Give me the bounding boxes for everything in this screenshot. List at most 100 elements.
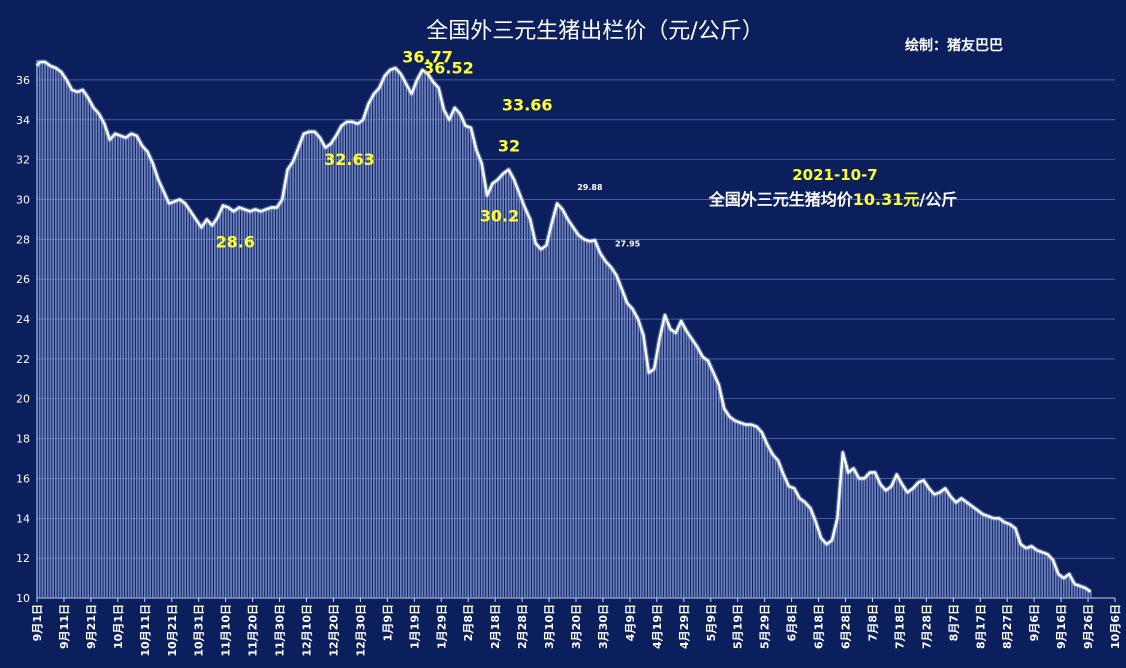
price-bar	[596, 246, 599, 599]
x-tick-label: 3月20日	[570, 604, 583, 649]
price-bar	[125, 137, 127, 598]
price-bar	[302, 133, 305, 598]
price-bar	[44, 61, 46, 598]
price-bar	[281, 199, 284, 598]
chart-title: 全国外三元生猪出栏价（元/公斤）	[426, 19, 763, 44]
price-line-glow	[34, 59, 1093, 594]
price-bar	[251, 210, 254, 598]
price-bar	[771, 454, 774, 598]
price-bar	[189, 211, 192, 598]
price-bar	[992, 518, 995, 598]
data-label: 32	[498, 137, 520, 156]
price-bar	[195, 219, 197, 598]
price-bar	[836, 518, 839, 598]
price-bar	[777, 460, 779, 598]
price-bar	[351, 121, 354, 598]
price-bar	[216, 217, 219, 599]
price-bar	[486, 195, 488, 599]
x-tick-label: 1月29日	[435, 604, 448, 649]
price-bar	[876, 478, 879, 598]
price-bar	[747, 424, 750, 598]
note-value: 10.31元	[853, 190, 920, 209]
price-bar	[375, 90, 378, 598]
price-bar	[456, 110, 459, 599]
price-bar	[712, 372, 715, 598]
price-bar	[561, 209, 564, 598]
price-bar	[1062, 578, 1065, 598]
price-bar	[348, 121, 351, 598]
price-bar	[532, 231, 534, 598]
x-tick-label: 8月27日	[1001, 604, 1014, 649]
x-tick-label: 6月8日	[786, 604, 799, 641]
price-bar	[184, 203, 187, 598]
price-bar	[979, 512, 982, 598]
price-bar	[461, 119, 464, 599]
x-tick-label: 4月19日	[651, 604, 664, 649]
price-bar	[1052, 560, 1054, 598]
price-bar	[1003, 522, 1006, 598]
price-bar	[588, 241, 591, 598]
x-tick-label: 12月10日	[301, 604, 314, 657]
price-bar	[567, 219, 569, 598]
price-bar	[548, 234, 550, 598]
price-bar	[731, 418, 734, 598]
price-bar	[758, 429, 761, 598]
price-bar	[1030, 546, 1033, 598]
price-bar	[998, 518, 1000, 598]
x-tick-label: 10月1日	[112, 604, 125, 649]
price-bar	[744, 424, 747, 598]
price-bar	[1084, 588, 1087, 598]
x-tick-label: 11月30日	[274, 604, 287, 657]
price-bar	[356, 123, 359, 598]
price-bar	[545, 245, 548, 599]
price-bar	[1035, 550, 1038, 598]
price-bar	[755, 426, 758, 598]
price-bar	[321, 142, 324, 598]
price-bar	[804, 502, 806, 598]
price-bar	[769, 449, 771, 598]
data-label: 33.66	[502, 96, 553, 115]
price-bar	[294, 154, 297, 599]
price-bar	[408, 88, 410, 599]
x-tick-label: 2月8日	[462, 604, 475, 641]
price-bar	[941, 490, 944, 598]
price-bar	[130, 133, 133, 598]
x-tick-label: 1月19日	[408, 604, 421, 649]
price-bar	[208, 222, 211, 598]
x-tick-label: 7月28日	[920, 604, 933, 649]
price-bar	[550, 223, 553, 599]
price-bar	[553, 213, 556, 598]
note-prefix: 全国外三元生猪均价	[708, 190, 854, 209]
price-bar	[817, 530, 820, 598]
data-label: 36.77	[402, 48, 453, 67]
price-bar	[868, 472, 871, 598]
price-bar	[181, 201, 184, 599]
price-bar	[739, 422, 742, 598]
data-label: 28.6	[215, 232, 254, 251]
x-tick-label: 4月9日	[624, 604, 637, 641]
price-bar	[785, 480, 788, 598]
price-bar	[370, 98, 373, 598]
price-bar	[750, 424, 753, 598]
price-bar	[631, 309, 634, 598]
price-bar	[168, 203, 170, 598]
price-bar	[111, 136, 114, 598]
x-tick-label: 2月28日	[516, 604, 529, 649]
price-bar	[863, 478, 866, 598]
price-line	[36, 60, 1092, 593]
price-bar	[984, 515, 987, 598]
price-bar	[793, 488, 796, 598]
price-bar	[575, 231, 577, 598]
price-bar	[987, 516, 990, 598]
price-bar	[292, 161, 294, 598]
x-tick-label: 10月31日	[193, 604, 206, 657]
price-bar	[313, 131, 316, 598]
price-bar	[470, 127, 472, 599]
y-tick-label: 20	[16, 393, 30, 406]
price-bar	[814, 522, 817, 598]
price-bar	[1057, 574, 1060, 598]
price-bar	[373, 93, 375, 598]
price-bar	[637, 319, 639, 598]
